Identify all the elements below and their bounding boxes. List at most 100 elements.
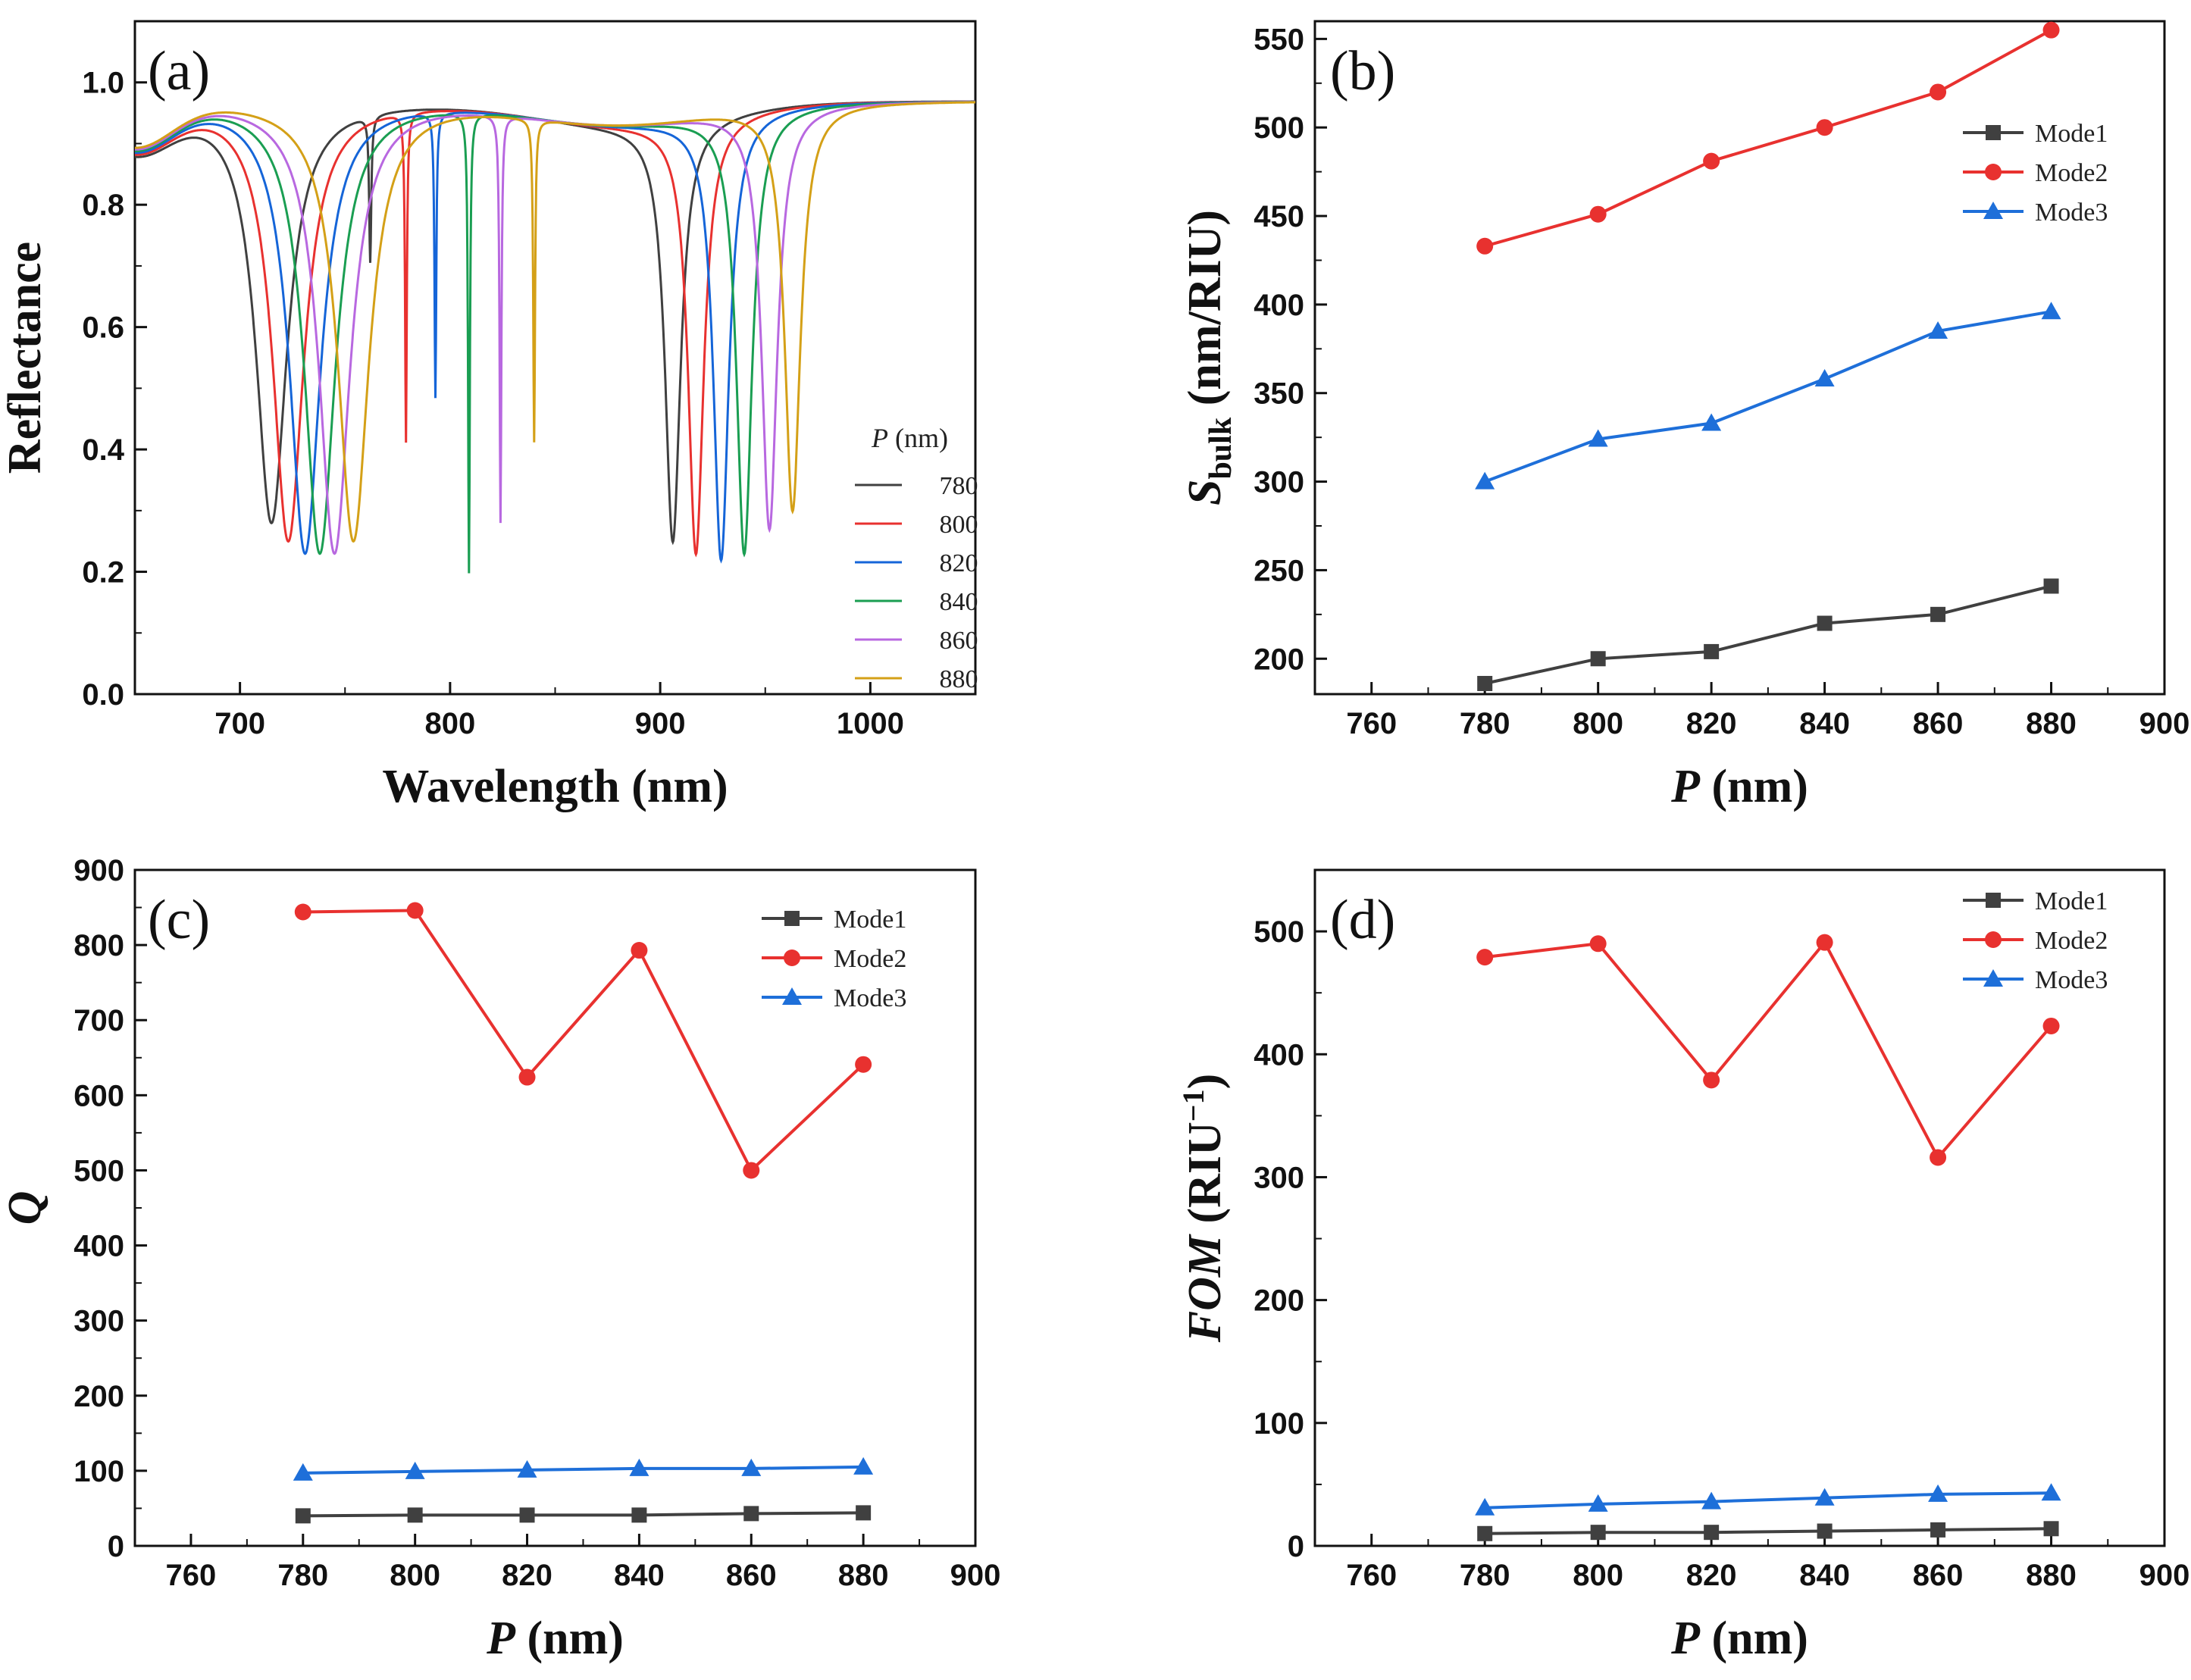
data-point-Mode1 <box>1817 1523 1833 1539</box>
plot-frame <box>1313 20 2166 696</box>
data-point-Mode2 <box>2042 21 2060 39</box>
data-point-Mode1 <box>407 1507 423 1523</box>
x-axis-title: Wavelength (nm) <box>382 761 728 812</box>
y-tick-label: 900 <box>74 854 124 887</box>
legend-label: 820 <box>940 549 978 577</box>
x-tick-label: 860 <box>1913 707 1964 740</box>
legend-marker <box>1983 202 2003 219</box>
panel-label: (d) <box>1330 889 1395 951</box>
data-point-Mode3 <box>1588 429 1608 447</box>
x-axis-title: P (nm) <box>1670 761 1808 812</box>
legend-label: 840 <box>940 588 978 616</box>
series-line-Mode2 <box>302 909 865 1173</box>
series-line-Mode3 <box>1484 310 2052 483</box>
x-tick-label: 700 <box>214 707 265 740</box>
chart-panel-d: 760 780 800 820 840 860 880 900 0 100 200 300 400 500… <box>1176 868 2189 1664</box>
y-tick-label: 0 <box>108 1530 124 1563</box>
legend-label: Mode1 <box>2035 887 2108 915</box>
legend-marker <box>1985 164 2002 180</box>
y-tick-label: 300 <box>74 1305 124 1338</box>
legend-marker <box>782 987 802 1005</box>
series-line-820 <box>135 100 975 564</box>
x-tick-label: 900 <box>635 707 686 740</box>
y-axis-title: Sbulk (nm/RIU) <box>1179 210 1238 505</box>
x-tick-label: 760 <box>1346 1559 1397 1592</box>
data-point-Mode3 <box>1814 369 1835 387</box>
data-point-Mode1 <box>2043 578 2059 594</box>
y-tick-label: 500 <box>74 1154 124 1187</box>
y-tick-label: 100 <box>74 1455 124 1488</box>
y-tick-label: 1.0 <box>82 67 124 100</box>
plot-area <box>135 100 975 574</box>
y-tick-label: 400 <box>1254 1038 1304 1072</box>
data-point-Mode1 <box>1704 1525 1720 1541</box>
data-point-Mode2 <box>855 1056 872 1073</box>
legend-marker <box>784 911 800 926</box>
data-point-Mode2 <box>1930 83 1947 101</box>
plot-area <box>1475 21 2061 691</box>
data-point-Mode1 <box>1477 1525 1493 1541</box>
x-tick-label: 820 <box>502 1559 552 1592</box>
plot-area <box>1475 934 2061 1541</box>
x-tick-label: 760 <box>1346 707 1397 740</box>
panel-label: (a) <box>148 40 210 102</box>
data-point-Mode2 <box>1589 935 1607 953</box>
plot-area <box>293 902 874 1524</box>
data-point-Mode3 <box>2041 1483 2061 1501</box>
data-point-Mode2 <box>1703 1072 1720 1089</box>
panel-label: (b) <box>1330 40 1395 102</box>
data-point-Mode3 <box>1475 1497 1495 1516</box>
y-tick-label: 200 <box>74 1380 124 1413</box>
x-axis-title: P (nm) <box>486 1613 624 1664</box>
legend-label: Mode2 <box>834 945 906 973</box>
x-tick-label: 840 <box>1799 707 1850 740</box>
data-point-Mode2 <box>1816 934 1833 951</box>
panel-label: (c) <box>148 889 210 951</box>
legend-label: 780 <box>940 472 978 500</box>
x-tick-label: 880 <box>2026 1559 2077 1592</box>
legend-label: 880 <box>940 665 978 693</box>
series-line-Mode1 <box>1485 1527 2052 1535</box>
data-point-Mode3 <box>1701 1491 1722 1509</box>
data-point-Mode3 <box>1588 1494 1608 1512</box>
chart-panel-c: 760 780 800 820 840 860 880 900 0 100 200 300 400 500… <box>0 854 1000 1664</box>
data-point-Mode3 <box>405 1461 425 1479</box>
y-tick-label: 0.8 <box>82 189 124 222</box>
x-tick-label: 860 <box>726 1559 777 1592</box>
y-tick-label: 500 <box>1254 111 1304 145</box>
y-tick-label: 400 <box>74 1230 124 1263</box>
y-tick-label: 500 <box>1254 915 1304 949</box>
data-point-Mode1 <box>519 1507 535 1523</box>
legend-marker <box>1983 969 2003 987</box>
data-point-Mode1 <box>631 1507 647 1523</box>
series-line-Mode3 <box>1485 1491 2052 1509</box>
y-tick-label: 450 <box>1254 200 1304 233</box>
data-point-Mode2 <box>1816 119 1833 136</box>
legend-marker <box>1986 893 2001 908</box>
y-axis-title: FOM (RIU−1) <box>1176 1074 1231 1344</box>
y-tick-label: 600 <box>74 1079 124 1112</box>
y-tick-label: 0.6 <box>82 311 124 345</box>
x-axis-title: P (nm) <box>1670 1613 1808 1664</box>
y-axis-title: Q <box>0 1191 51 1225</box>
chart-panel-a: 700 800 900 1000 0.0 0.2 0.4 0.6 0.8 1.0 Wavelengt… <box>0 20 978 812</box>
legend: Mode1 Mode2 Mode3 <box>1963 887 2108 994</box>
x-tick-label: 840 <box>1799 1559 1850 1592</box>
x-tick-label: 800 <box>390 1559 440 1592</box>
series-line-Mode1 <box>1484 584 2052 685</box>
data-point-Mode3 <box>853 1456 874 1475</box>
data-point-Mode3 <box>741 1458 762 1476</box>
x-tick-label: 800 <box>1573 707 1623 740</box>
data-point-Mode1 <box>1477 675 1493 691</box>
legend-marker <box>784 949 800 966</box>
y-tick-label: 550 <box>1254 23 1304 56</box>
legend-marker <box>1986 125 2001 140</box>
x-tick-label: 800 <box>425 707 476 740</box>
x-tick-label: 900 <box>950 1559 1001 1592</box>
y-tick-label: 400 <box>1254 289 1304 322</box>
series-line-Mode1 <box>302 1511 864 1518</box>
data-point-Mode3 <box>1475 471 1495 490</box>
x-tick-label: 820 <box>1686 1559 1737 1592</box>
legend-label: Mode2 <box>2035 927 2108 955</box>
